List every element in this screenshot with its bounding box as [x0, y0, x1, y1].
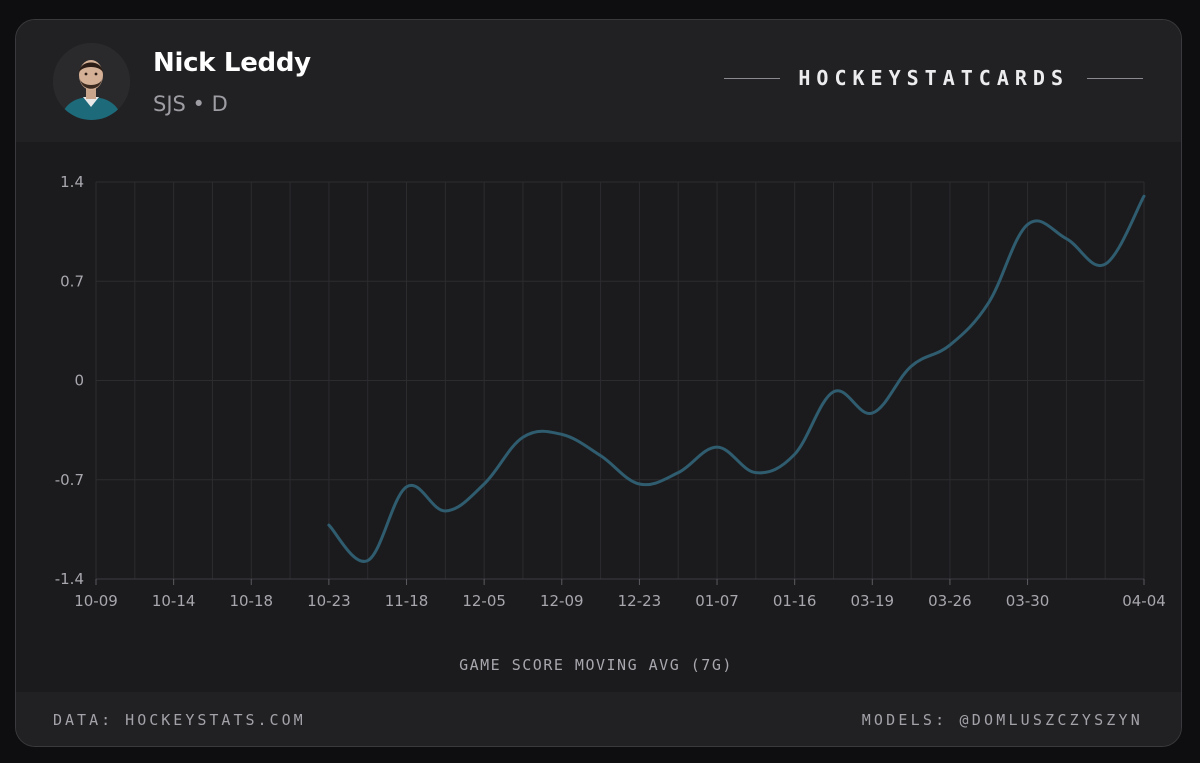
x-tick-label: 03-19: [850, 592, 894, 610]
brand-line-right: [1087, 77, 1143, 79]
x-tick-label: 12-09: [540, 592, 584, 610]
x-tick-label: 01-07: [695, 592, 739, 610]
x-tick-label: 10-09: [74, 592, 118, 610]
x-tick-label: 03-26: [928, 592, 972, 610]
x-tick-label: 12-23: [618, 592, 662, 610]
y-tick-label: -0.7: [55, 471, 84, 489]
x-axis-ticks: 10-09 10-14 10-18 10-23 11-18 12-05 12-09 12-23…: [74, 578, 1166, 610]
horizontal-gridlines: [96, 181, 1144, 580]
x-tick-label: 04-04: [1122, 592, 1166, 610]
data-source: DATA: HOCKEYSTATS.COM: [53, 711, 306, 729]
y-axis-ticks: 1.4 0.7 0 -0.7 -1.4: [55, 173, 84, 588]
brand-line-left: [724, 77, 781, 79]
brand-name: HOCKEYSTATCARDS: [798, 66, 1069, 90]
stat-card: Nick Leddy SJS • D HOCKEYSTATCARDS 1.4 0.…: [15, 19, 1182, 747]
y-tick-label: 0.7: [60, 272, 84, 290]
models-credit: MODELS: @DOMLUSZCZYSZYN: [861, 711, 1143, 729]
x-tick-label: 12-05: [462, 592, 506, 610]
player-team-position: SJS • D: [153, 92, 228, 116]
x-tick-label: 11-18: [385, 592, 429, 610]
x-tick-label: 10-18: [229, 592, 273, 610]
x-tick-label: 01-16: [773, 592, 817, 610]
series-line: [327, 194, 1146, 563]
x-tick-label: 10-14: [152, 592, 196, 610]
x-tick-label: 10-23: [307, 592, 351, 610]
brand: HOCKEYSTATCARDS: [724, 66, 1143, 90]
player-headshot-icon: [53, 43, 130, 120]
y-tick-label: -1.4: [55, 570, 84, 588]
player-name: Nick Leddy: [153, 48, 311, 78]
x-axis-label: GAME SCORE MOVING AVG (7G): [459, 656, 733, 674]
card-footer: DATA: HOCKEYSTATS.COM MODELS: @DOMLUSZCZ…: [16, 692, 1181, 746]
y-tick-label: 0: [74, 372, 84, 390]
x-tick-label: 03-30: [1006, 592, 1050, 610]
y-tick-label: 1.4: [60, 173, 84, 191]
card-header: Nick Leddy SJS • D HOCKEYSTATCARDS: [16, 20, 1181, 142]
line-chart: 1.4 0.7 0 -0.7 -1.4 10-09 10-14 10-18 10-23 11-1…: [55, 173, 1166, 674]
